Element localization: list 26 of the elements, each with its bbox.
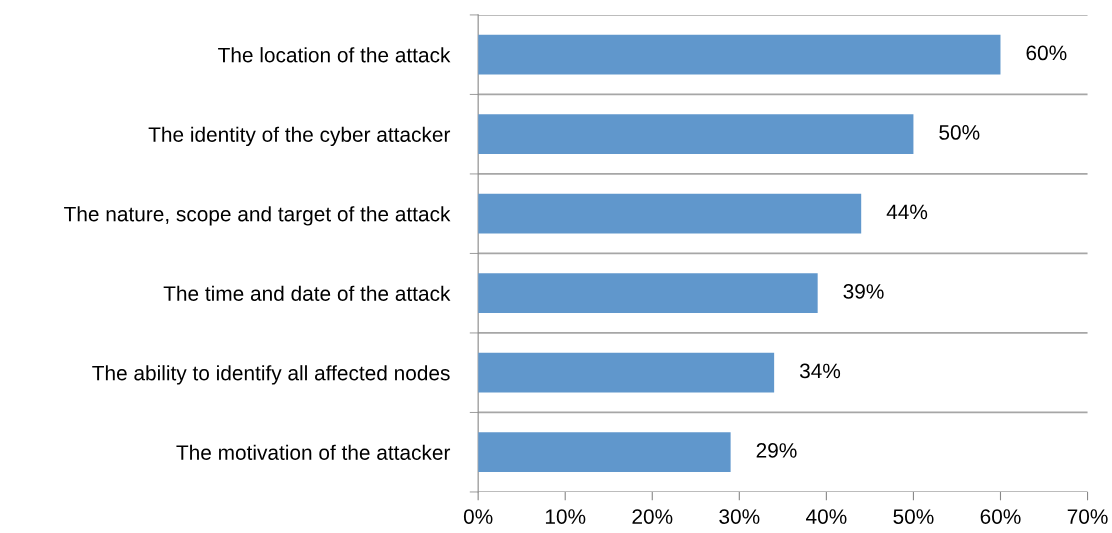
bar [478, 114, 914, 155]
y-tick-label: The location of the attack [218, 47, 451, 63]
bar [478, 193, 862, 234]
x-tick-label: 20% [632, 509, 673, 524]
x-tick-label: 70% [1067, 509, 1108, 524]
bar [478, 34, 1001, 75]
y-tick-label: The nature, scope and target of the attack [64, 206, 451, 226]
x-tick-label: 50% [893, 509, 934, 524]
y-tick-label: The ability to identify all affected nodes [92, 365, 450, 385]
bar [478, 273, 818, 314]
data-label: 39% [843, 284, 884, 299]
x-tick-label: 40% [806, 509, 847, 524]
data-label: 44% [886, 204, 928, 220]
bar [478, 432, 731, 473]
y-tick-label: The identity of the cyber attacker [148, 126, 451, 147]
data-label: 29% [756, 443, 797, 458]
data-label: 50% [939, 125, 980, 140]
x-tick-label: 10% [545, 509, 586, 524]
x-tick-label: 30% [719, 509, 760, 524]
x-tick-label: 0% [463, 509, 493, 524]
x-tick-label: 60% [980, 509, 1021, 524]
data-label: 60% [1026, 45, 1067, 61]
bar [478, 352, 775, 393]
y-tick-label: The time and date of the attack [163, 285, 451, 301]
y-tick-label: The motivation of the attacker [176, 444, 451, 460]
data-label: 34% [799, 363, 841, 379]
